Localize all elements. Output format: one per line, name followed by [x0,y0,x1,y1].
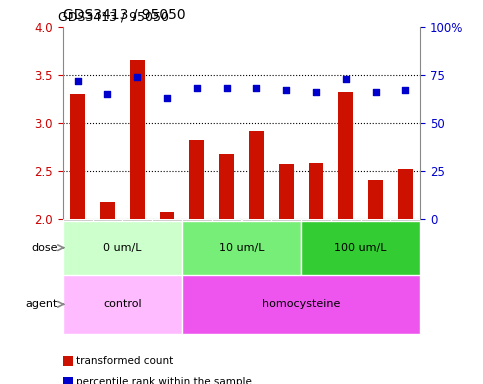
Text: GSM240531: GSM240531 [256,219,265,274]
Text: GSM240532: GSM240532 [286,219,295,274]
Bar [182,275,420,334]
Bar [301,221,420,275]
Bar [361,219,390,275]
Text: transformed count: transformed count [76,356,173,366]
Bar [398,169,413,384]
Bar [279,164,294,384]
Bar [249,131,264,384]
Point [342,76,350,82]
Text: 0 um/L: 0 um/L [103,243,142,253]
Bar [338,92,353,384]
Point [282,87,290,93]
Bar [130,61,145,384]
Text: GSM240535: GSM240535 [376,219,384,274]
Point [163,95,171,101]
Bar [182,219,212,275]
Point [74,78,82,84]
Text: GSM240526: GSM240526 [108,219,116,274]
Bar [301,219,331,275]
Bar [212,219,242,275]
Bar [159,212,174,384]
Text: GSM240528: GSM240528 [167,219,176,274]
Point [104,91,112,97]
Text: control: control [103,299,142,310]
Text: agent: agent [26,299,58,310]
Text: GSM240848: GSM240848 [405,219,414,274]
Point [372,89,380,95]
Text: GDS3413 / 95050: GDS3413 / 95050 [58,10,169,23]
Point [401,87,409,93]
Bar [219,154,234,384]
Point [223,85,230,91]
Bar [93,219,122,275]
Bar [152,219,182,275]
Bar [189,140,204,384]
Bar [63,219,93,275]
Bar [309,163,324,384]
Point [193,85,201,91]
Bar [70,94,85,384]
Bar [331,219,361,275]
Text: GSM240525: GSM240525 [78,219,86,274]
Point [312,89,320,95]
Point [253,85,260,91]
Text: percentile rank within the sample: percentile rank within the sample [76,377,252,384]
Bar [368,180,383,384]
Bar [63,275,182,334]
Text: 100 um/L: 100 um/L [334,243,387,253]
Bar [242,219,271,275]
Text: dose: dose [31,243,58,253]
Bar [122,219,152,275]
Bar [271,219,301,275]
Text: GSM240529: GSM240529 [197,219,206,274]
Text: GSM240527: GSM240527 [137,219,146,274]
Text: GDS3413 / 95050: GDS3413 / 95050 [63,8,185,22]
Bar [390,219,420,275]
Text: GSM240534: GSM240534 [346,219,355,274]
Bar [100,202,115,384]
Bar [63,221,182,275]
Bar [182,221,301,275]
Text: homocysteine: homocysteine [262,299,340,310]
Point [133,74,141,80]
Text: GSM240533: GSM240533 [316,219,325,274]
Text: 10 um/L: 10 um/L [219,243,264,253]
Text: GSM240530: GSM240530 [227,219,236,274]
